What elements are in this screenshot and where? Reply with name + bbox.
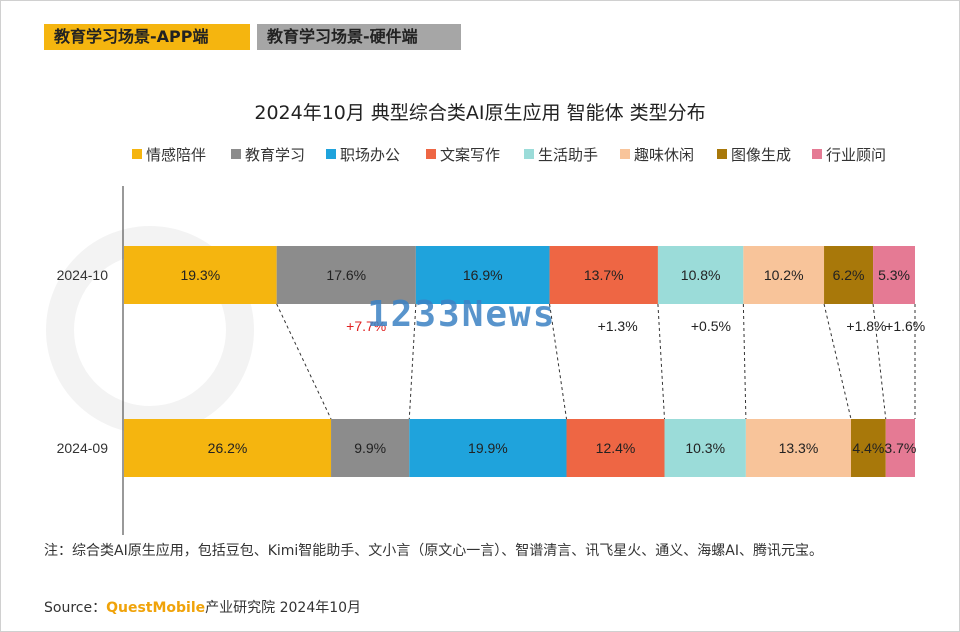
bar-segment [415, 246, 550, 304]
change-label: +0.5% [691, 318, 731, 334]
connector-line [657, 303, 666, 420]
legend-label: 教育学习 [245, 146, 306, 164]
source-suffix: 产业研究院 2024年10月 [205, 600, 362, 616]
data-label: 19.9% [468, 440, 508, 456]
legend-swatch [326, 149, 336, 159]
legend-item: 行业顾问 [812, 144, 886, 165]
tab-education-app[interactable]: 教育学习场景-APP端 [44, 24, 250, 50]
bar-segment [124, 246, 277, 304]
legend-swatch [426, 149, 436, 159]
bar-segment [873, 246, 915, 304]
legend-label: 图像生成 [731, 146, 792, 164]
y-tick-label: 2024-09 [57, 440, 109, 456]
connector-line [823, 303, 852, 420]
legend-item: 趣味休闲 [620, 144, 694, 165]
connector-line [408, 303, 417, 420]
legend-label: 情感陪伴 [146, 146, 207, 164]
legend-swatch [231, 149, 241, 159]
legend-item: 教育学习 [231, 144, 305, 165]
bar-segment [885, 419, 915, 477]
legend-item: 情感陪伴 [132, 144, 206, 165]
data-label: 5.3% [878, 267, 910, 283]
data-label: 10.3% [685, 440, 725, 456]
legend-label: 趣味休闲 [634, 146, 695, 164]
connector-line [549, 303, 568, 420]
connector-line [742, 303, 747, 420]
y-tick-label: 2024-10 [57, 267, 109, 283]
legend-item: 生活助手 [524, 144, 598, 165]
bar-segment [549, 246, 658, 304]
bar-segment [276, 246, 416, 304]
legend-item: 图像生成 [717, 144, 791, 165]
change-label: +1.8% [846, 318, 886, 334]
change-label: +1.3% [598, 318, 638, 334]
tab-education-hardware[interactable]: 教育学习场景-硬件端 [257, 24, 461, 50]
data-label: 6.2% [833, 267, 865, 283]
connector-line [276, 303, 332, 420]
data-label: 13.3% [779, 440, 819, 456]
bar-segment [824, 246, 874, 304]
legend-swatch [524, 149, 534, 159]
chart-title: 2024年10月 典型综合类AI原生应用 智能体 类型分布 [254, 102, 706, 124]
data-label: 16.9% [463, 267, 503, 283]
bar-segment [745, 419, 851, 477]
legend-label: 行业顾问 [826, 146, 887, 164]
footnote: 注：综合类AI原生应用，包括豆包、Kimi智能助手、文小言（原文心一言）、智谱清… [44, 543, 824, 559]
data-label: 26.2% [208, 440, 248, 456]
bar-segment [566, 419, 665, 477]
data-label: 13.7% [584, 267, 624, 283]
legend-label: 生活助手 [538, 146, 599, 164]
legend-swatch [132, 149, 142, 159]
change-label: +1.6% [885, 318, 925, 334]
data-label: 3.7% [884, 440, 916, 456]
bar-segment [657, 246, 744, 304]
legend-item: 职场办公 [326, 144, 400, 165]
data-label: 12.4% [596, 440, 636, 456]
data-label: 17.6% [326, 267, 366, 283]
bar-segment [124, 419, 332, 477]
watermark-text: 1233News [367, 294, 557, 335]
data-label: 10.8% [681, 267, 721, 283]
legend-swatch [717, 149, 727, 159]
legend-swatch [620, 149, 630, 159]
data-label: 4.4% [852, 440, 884, 456]
legend-label: 文案写作 [440, 146, 501, 164]
change-label: +7.7% [346, 318, 386, 334]
data-label: 9.9% [354, 440, 386, 456]
source-brand: QuestMobile [106, 600, 206, 616]
bar-segment [409, 419, 567, 477]
source-prefix: Source： [44, 600, 107, 616]
bar-segment [331, 419, 410, 477]
bar-segment [664, 419, 746, 477]
legend-swatch [812, 149, 822, 159]
connector-line [872, 303, 887, 420]
data-label: 10.2% [764, 267, 804, 283]
legend-label: 职场办公 [340, 146, 401, 164]
data-label: 19.3% [180, 267, 220, 283]
legend-item: 文案写作 [426, 144, 500, 165]
bar-segment [850, 419, 886, 477]
bar-segment [743, 246, 825, 304]
source-line: Source：QuestMobile产业研究院 2024年10月 [44, 597, 361, 617]
